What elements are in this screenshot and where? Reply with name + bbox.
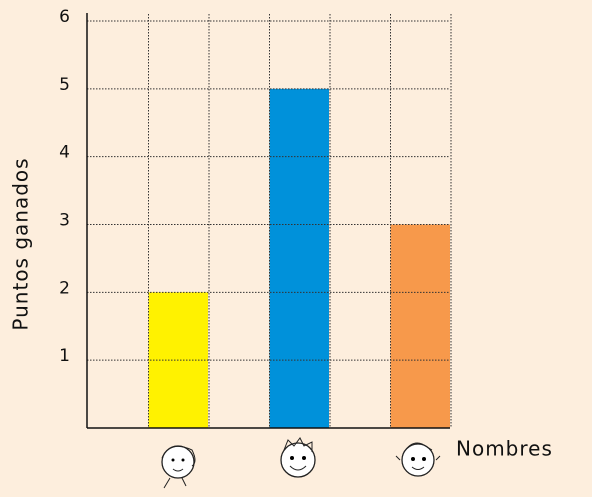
face-icons — [161, 437, 441, 489]
x-axis-title: Nombres — [456, 437, 553, 461]
y-tick-label: 3 — [59, 211, 70, 231]
y-tick-label: 6 — [59, 7, 70, 27]
y-tick-label: 5 — [59, 75, 70, 95]
y-tick-label: 1 — [59, 346, 70, 366]
y-tick-label: 4 — [59, 143, 70, 163]
bar — [390, 224, 450, 428]
bar — [269, 88, 329, 428]
y-axis-title: Puntos ganados — [9, 157, 33, 330]
y-tick-label: 2 — [59, 278, 70, 298]
